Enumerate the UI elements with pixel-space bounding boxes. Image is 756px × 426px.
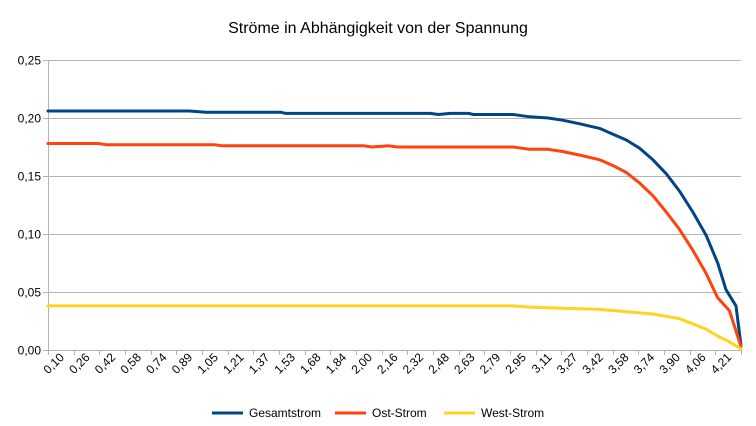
chart-title: Ströme in Abhängigkeit von der Spannung: [228, 20, 528, 37]
x-tick-label: 1,21: [220, 350, 247, 377]
y-tick-label: 0,15: [18, 170, 42, 184]
legend-label: Ost-Strom: [372, 406, 427, 420]
y-tick-label: 0,05: [18, 286, 42, 300]
x-tick-label: 2,63: [451, 350, 478, 377]
x-tick-label: 0,10: [41, 350, 68, 377]
x-tick-label: 2,32: [400, 350, 427, 377]
x-tick-label: 1,05: [195, 350, 222, 377]
x-tick-label: 0,74: [143, 350, 170, 377]
x-tick-label: 4,21: [708, 350, 735, 377]
y-tick-label: 0,25: [18, 54, 42, 68]
x-tick-label: 1,68: [297, 350, 324, 377]
x-tick-label: 3,74: [631, 350, 658, 377]
x-tick-label: 0,89: [169, 350, 196, 377]
x-axis: 0,10 0,26 0,42 0,58 0,74 0,89 1,05 1,21 1,37 1,53…: [41, 350, 742, 377]
y-tick-label: 0,10: [18, 228, 42, 242]
x-tick-label: 3,11: [529, 350, 555, 376]
x-tick-label: 2,79: [477, 350, 504, 377]
x-tick-label: 0,26: [66, 350, 93, 377]
series-line-ost-strom: [46, 142, 743, 348]
legend: Gesamtstrom Ost-Strom West-Strom: [212, 406, 544, 420]
x-tick-label: 4,06: [682, 350, 709, 377]
y-axis: 0,00 0,05 0,10 0,15 0,20 0,25: [18, 54, 48, 358]
x-tick-label: 3,27: [554, 350, 581, 377]
x-tick-label: 2,16: [374, 350, 401, 377]
x-tick-label: 1,84: [323, 350, 350, 377]
x-tick-label: 2,48: [426, 350, 453, 377]
x-tick-label: 0,58: [118, 350, 145, 377]
x-tick-label: 1,53: [272, 350, 299, 377]
x-tick-label: 3,42: [580, 350, 607, 377]
series-line-gesamtstrom: [46, 109, 743, 347]
series-line-west-strom: [46, 304, 743, 351]
x-tick-label: 3,58: [605, 350, 632, 377]
y-tick-label: 0,00: [18, 344, 42, 358]
y-tick-label: 0,20: [18, 112, 42, 126]
x-tick-label: 3,90: [657, 350, 684, 377]
plot-area: [46, 109, 743, 351]
legend-label: West-Strom: [481, 406, 544, 420]
x-tick-label: 2,95: [503, 350, 530, 377]
x-tick-label: 0,42: [92, 350, 119, 377]
x-tick-label: 1,37: [246, 350, 273, 377]
grid: [48, 60, 741, 351]
x-tick-label: 2,00: [349, 350, 376, 377]
legend-label: Gesamtstrom: [249, 406, 321, 420]
